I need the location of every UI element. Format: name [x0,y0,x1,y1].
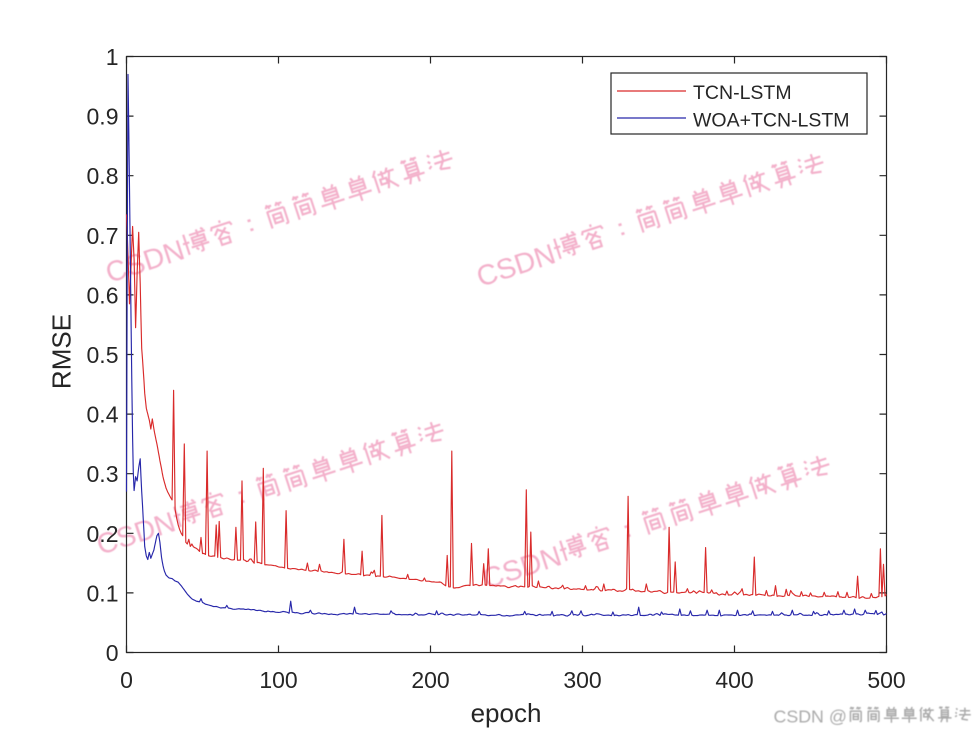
svg-text:200: 200 [411,667,449,693]
svg-text:0.3: 0.3 [87,461,119,487]
svg-text:CSDN @: CSDN @ [774,707,847,727]
svg-text:0.2: 0.2 [87,521,119,547]
svg-text:0.1: 0.1 [87,580,119,606]
svg-text:TCN-LSTM: TCN-LSTM [693,82,792,104]
svg-text:500: 500 [867,667,905,693]
svg-text:0.5: 0.5 [87,342,119,368]
svg-text:300: 300 [563,667,601,693]
svg-text:0: 0 [120,667,133,693]
svg-text:0: 0 [106,640,119,666]
svg-text:1: 1 [106,44,119,70]
svg-text:400: 400 [715,667,753,693]
svg-text:0.4: 0.4 [87,402,119,428]
svg-text:0.7: 0.7 [87,223,119,249]
svg-text:WOA+TCN-LSTM: WOA+TCN-LSTM [693,110,850,132]
svg-text:100: 100 [259,667,297,693]
svg-text:0.6: 0.6 [87,282,119,308]
svg-text:0.8: 0.8 [87,163,119,189]
svg-text:epoch: epoch [471,698,542,728]
svg-text:0.9: 0.9 [87,104,119,130]
svg-text:RMSE: RMSE [47,314,77,389]
